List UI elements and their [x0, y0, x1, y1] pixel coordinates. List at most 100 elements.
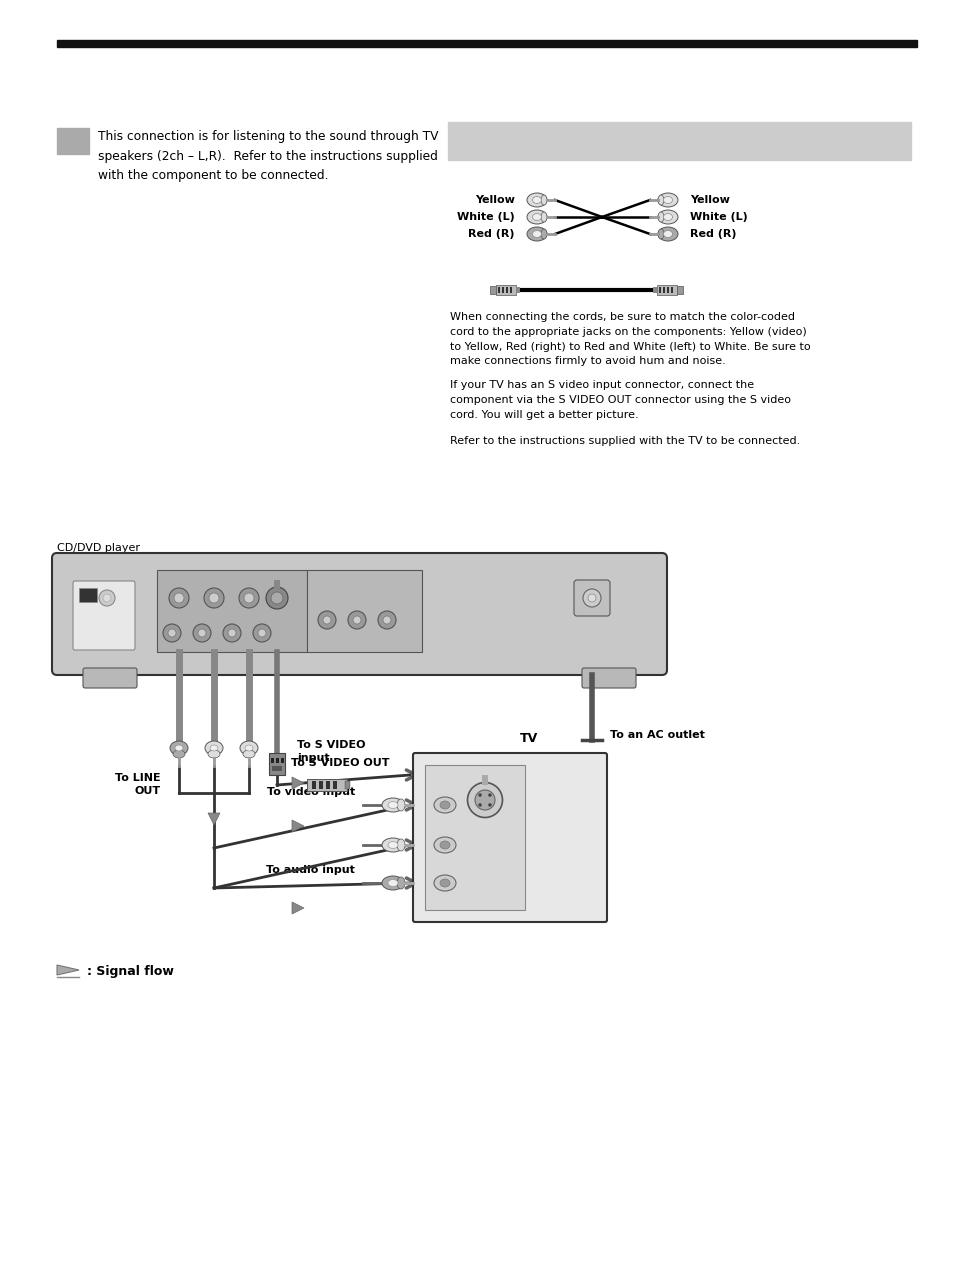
Bar	[657, 285, 677, 296]
Polygon shape	[292, 902, 304, 913]
Ellipse shape	[488, 803, 491, 806]
Bar	[312, 781, 315, 789]
Bar	[505, 287, 507, 293]
Ellipse shape	[662, 196, 672, 204]
Ellipse shape	[209, 592, 219, 603]
Ellipse shape	[163, 624, 181, 642]
Ellipse shape	[434, 798, 456, 813]
Bar	[666, 287, 668, 293]
Ellipse shape	[587, 594, 596, 603]
Ellipse shape	[381, 877, 403, 891]
Ellipse shape	[245, 745, 253, 750]
Bar	[448, 122, 910, 161]
Text: To S VIDEO OUT: To S VIDEO OUT	[291, 758, 389, 768]
FancyBboxPatch shape	[574, 580, 609, 617]
Bar	[79, 589, 97, 603]
Ellipse shape	[240, 741, 257, 755]
Ellipse shape	[488, 794, 491, 796]
Bar	[345, 781, 350, 789]
Bar	[659, 287, 660, 293]
Text: This connection is for listening to the sound through TV
speakers (2ch – L,R).  : This connection is for listening to the …	[98, 130, 438, 182]
Bar	[57, 127, 89, 154]
Ellipse shape	[477, 803, 481, 806]
Ellipse shape	[381, 798, 403, 812]
Ellipse shape	[323, 617, 331, 624]
Text: Yellow: Yellow	[475, 195, 515, 205]
Text: Red (R): Red (R)	[689, 229, 736, 240]
Ellipse shape	[658, 192, 678, 206]
Ellipse shape	[396, 799, 405, 812]
Bar	[274, 580, 280, 589]
Ellipse shape	[170, 741, 188, 755]
Polygon shape	[57, 964, 79, 975]
Ellipse shape	[239, 589, 258, 608]
Polygon shape	[208, 813, 220, 826]
Ellipse shape	[540, 211, 546, 222]
Ellipse shape	[532, 231, 541, 237]
Ellipse shape	[198, 629, 206, 637]
Bar	[424, 764, 524, 910]
FancyBboxPatch shape	[413, 753, 606, 922]
Ellipse shape	[658, 229, 663, 240]
Bar	[516, 287, 519, 293]
Text: White (L): White (L)	[689, 211, 747, 222]
Ellipse shape	[266, 587, 288, 609]
Ellipse shape	[382, 617, 391, 624]
Ellipse shape	[532, 214, 541, 220]
Ellipse shape	[467, 782, 502, 818]
Ellipse shape	[439, 879, 450, 887]
Text: To audio input: To audio input	[266, 865, 355, 875]
Bar	[662, 287, 664, 293]
Ellipse shape	[658, 195, 663, 205]
Ellipse shape	[253, 624, 271, 642]
Text: When connecting the cords, be sure to match the color-coded
cord to the appropri: When connecting the cords, be sure to ma…	[450, 312, 810, 367]
Ellipse shape	[169, 589, 189, 608]
FancyBboxPatch shape	[83, 668, 137, 688]
Text: Yellow: Yellow	[689, 195, 729, 205]
Ellipse shape	[540, 229, 546, 240]
Ellipse shape	[526, 192, 546, 206]
Ellipse shape	[205, 741, 223, 755]
Ellipse shape	[223, 624, 241, 642]
Ellipse shape	[257, 629, 266, 637]
Ellipse shape	[168, 629, 175, 637]
Text: TV: TV	[519, 733, 537, 745]
Ellipse shape	[173, 592, 184, 603]
Polygon shape	[292, 820, 304, 832]
Ellipse shape	[348, 612, 366, 629]
Ellipse shape	[381, 838, 403, 852]
Ellipse shape	[174, 745, 183, 750]
Ellipse shape	[377, 612, 395, 629]
FancyBboxPatch shape	[52, 553, 666, 675]
Text: : Signal flow: : Signal flow	[87, 964, 173, 977]
Ellipse shape	[532, 196, 541, 204]
Text: White (L): White (L)	[456, 211, 515, 222]
Ellipse shape	[582, 589, 600, 606]
Text: Red (R): Red (R)	[468, 229, 515, 240]
Text: To S VIDEO
input: To S VIDEO input	[296, 740, 365, 763]
Bar	[501, 287, 503, 293]
Bar	[496, 285, 516, 296]
Ellipse shape	[103, 594, 111, 603]
Bar	[677, 285, 682, 294]
Text: To LINE
OUT: To LINE OUT	[115, 773, 161, 796]
Text: To video input: To video input	[267, 787, 355, 798]
Ellipse shape	[658, 227, 678, 241]
Ellipse shape	[434, 875, 456, 891]
Bar	[481, 775, 488, 785]
Ellipse shape	[244, 592, 253, 603]
Ellipse shape	[439, 801, 450, 809]
Bar	[318, 781, 323, 789]
Ellipse shape	[388, 801, 397, 809]
Bar	[670, 287, 672, 293]
Ellipse shape	[526, 210, 546, 224]
FancyBboxPatch shape	[581, 668, 636, 688]
Ellipse shape	[662, 231, 672, 237]
Ellipse shape	[396, 840, 405, 851]
Bar	[272, 766, 282, 771]
Bar	[333, 781, 336, 789]
Ellipse shape	[540, 195, 546, 205]
Text: CD/DVD player: CD/DVD player	[57, 543, 140, 553]
Ellipse shape	[204, 589, 224, 608]
Ellipse shape	[475, 790, 495, 810]
